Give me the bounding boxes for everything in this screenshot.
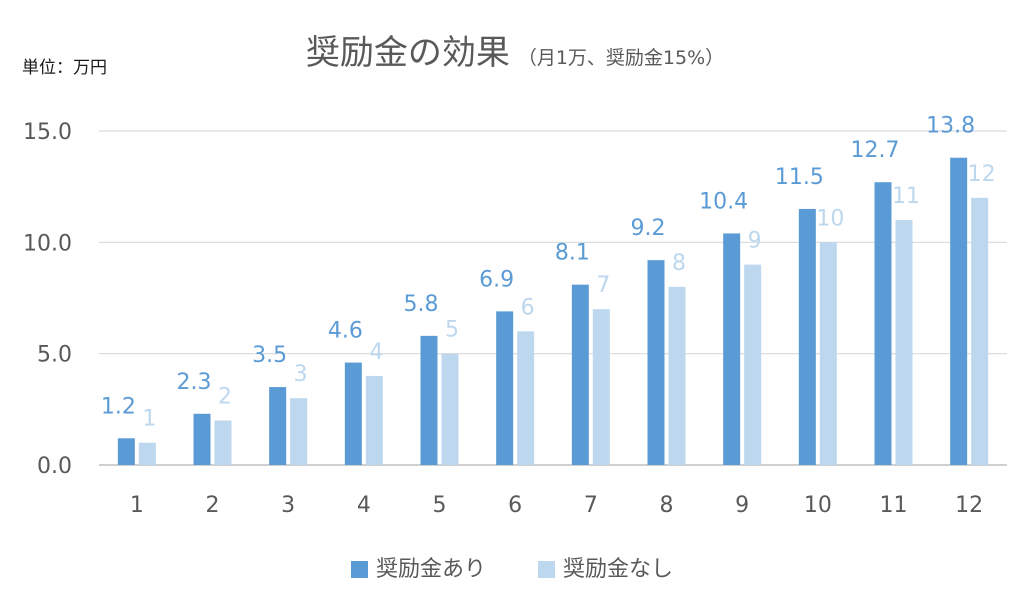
y-tick-label: 0.0 bbox=[37, 454, 72, 479]
data-label-without-bonus: 3 bbox=[294, 362, 308, 387]
bar-with-bonus bbox=[496, 311, 514, 465]
x-tick-label: 11 bbox=[880, 493, 908, 518]
x-tick-label: 5 bbox=[433, 493, 447, 518]
data-label-without-bonus: 8 bbox=[672, 251, 686, 276]
bar-with-bonus bbox=[874, 182, 892, 466]
bar-without-bonus bbox=[138, 442, 156, 465]
y-tick-label: 5.0 bbox=[37, 343, 72, 368]
data-label-without-bonus: 10 bbox=[816, 206, 844, 231]
bar-with-bonus bbox=[723, 233, 741, 465]
data-label-without-bonus: 9 bbox=[748, 229, 762, 254]
bar-without-bonus bbox=[895, 220, 913, 465]
bar-without-bonus bbox=[214, 420, 232, 465]
data-label-without-bonus: 5 bbox=[445, 318, 459, 343]
data-label-without-bonus: 7 bbox=[596, 273, 610, 298]
x-tick-label: 7 bbox=[584, 493, 598, 518]
x-tick-label: 2 bbox=[206, 493, 220, 518]
data-label-without-bonus: 12 bbox=[968, 162, 996, 187]
bar-without-bonus bbox=[971, 197, 989, 466]
x-axis-ticks: 1 2 3 4 5 6 7 8 9 10 11 12 bbox=[130, 493, 983, 518]
bars bbox=[117, 157, 989, 466]
legend-label-without-bonus: 奨励金なし bbox=[563, 557, 673, 582]
data-label-with-bonus: 9.2 bbox=[631, 216, 666, 241]
data-label-with-bonus: 1.2 bbox=[101, 394, 136, 419]
legend-label-with-bonus: 奨励金あり bbox=[376, 557, 486, 582]
data-label-without-bonus: 4 bbox=[369, 340, 383, 365]
bar-with-bonus bbox=[344, 362, 362, 465]
x-tick-label: 1 bbox=[130, 493, 144, 518]
bar-without-bonus bbox=[517, 331, 535, 465]
data-label-with-bonus: 2.3 bbox=[177, 370, 212, 395]
legend: 奨励金あり 奨励金なし bbox=[351, 557, 673, 582]
data-label-with-bonus: 6.9 bbox=[479, 267, 514, 292]
bar-with-bonus bbox=[798, 208, 816, 465]
y-tick-label: 10.0 bbox=[23, 231, 72, 256]
chart-subtitle: （月1万、奨励金15%） bbox=[518, 47, 724, 69]
y-tick-label: 15.0 bbox=[23, 120, 72, 145]
bar-with-bonus bbox=[420, 335, 438, 465]
unit-label: 単位：万円 bbox=[22, 58, 107, 78]
data-label-without-bonus: 6 bbox=[521, 295, 535, 320]
data-label-with-bonus: 5.8 bbox=[404, 292, 439, 317]
bar-without-bonus bbox=[365, 375, 383, 465]
x-tick-label: 12 bbox=[955, 493, 983, 518]
bar-without-bonus bbox=[668, 286, 686, 465]
data-label-with-bonus: 3.5 bbox=[252, 343, 287, 368]
chart-title-main: 奨励金の効果 bbox=[306, 33, 510, 73]
bar-with-bonus bbox=[193, 413, 211, 465]
bar-without-bonus bbox=[819, 242, 837, 465]
grid bbox=[99, 130, 1007, 466]
legend-swatch-with-bonus bbox=[351, 561, 368, 578]
x-tick-label: 3 bbox=[281, 493, 295, 518]
data-label-with-bonus: 13.8 bbox=[926, 114, 975, 139]
data-label-without-bonus: 1 bbox=[142, 407, 156, 432]
bar-with-bonus bbox=[571, 284, 589, 465]
bar-with-bonus bbox=[117, 438, 135, 465]
data-label-with-bonus: 10.4 bbox=[699, 189, 748, 214]
bar-with-bonus bbox=[647, 260, 665, 465]
data-label-with-bonus: 11.5 bbox=[775, 165, 824, 190]
x-tick-label: 9 bbox=[735, 493, 749, 518]
bar-without-bonus bbox=[592, 309, 610, 465]
y-axis-ticks: 0.0 5.0 10.0 15.0 bbox=[23, 120, 72, 479]
bar-with-bonus bbox=[269, 387, 287, 465]
data-label-with-bonus: 4.6 bbox=[328, 319, 363, 344]
bar-with-bonus bbox=[950, 157, 968, 465]
x-tick-label: 8 bbox=[660, 493, 674, 518]
data-label-without-bonus: 11 bbox=[892, 184, 920, 209]
data-label-with-bonus: 8.1 bbox=[555, 241, 590, 266]
legend-swatch-without-bonus bbox=[538, 561, 555, 578]
x-tick-label: 4 bbox=[357, 493, 371, 518]
bar-without-bonus bbox=[441, 353, 459, 465]
bar-without-bonus bbox=[744, 264, 762, 465]
data-labels: 1.2 1 2.32 3.5 3 4.64 5.85 6.9 6 8.17 9.28 10.49 11.… bbox=[101, 114, 996, 432]
chart-title: 奨励金の効果 （月1万、奨励金15%） bbox=[306, 33, 724, 73]
bar-without-bonus bbox=[290, 398, 308, 465]
x-tick-label: 6 bbox=[508, 493, 522, 518]
data-label-without-bonus: 2 bbox=[218, 384, 232, 409]
data-label-with-bonus: 12.7 bbox=[851, 138, 900, 163]
x-tick-label: 10 bbox=[804, 493, 832, 518]
